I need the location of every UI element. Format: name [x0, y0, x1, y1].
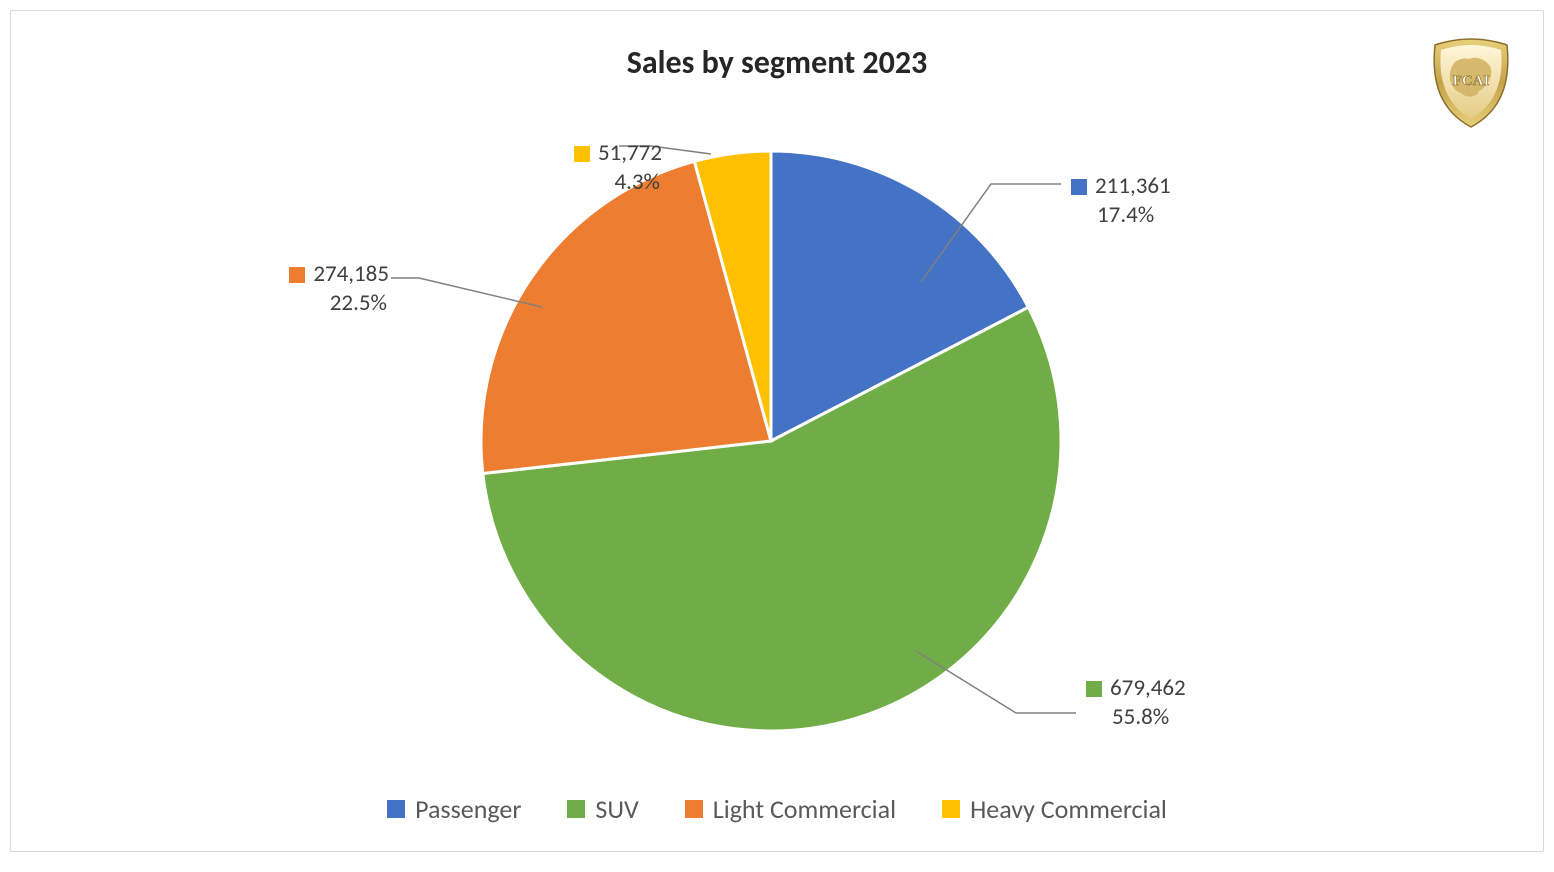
chart-title: Sales by segment 2023 — [11, 43, 1543, 82]
legend-item-passenger: Passenger — [387, 793, 521, 825]
legend-swatch-suv — [567, 800, 585, 818]
callout-value-passenger: 211,361 — [1095, 172, 1171, 200]
callout-value-light-commercial: 274,185 — [313, 260, 389, 288]
callout-pct-light-commercial: 22.5% — [289, 289, 389, 318]
legend-label-passenger: Passenger — [415, 793, 521, 825]
callout-pct-heavy-commercial: 4.3% — [574, 168, 662, 197]
legend: Passenger SUV Light Commercial Heavy Com… — [11, 793, 1543, 825]
legend-swatch-light-commercial — [685, 800, 703, 818]
callout-suv: 679,462 55.8% — [1086, 674, 1186, 732]
pie-svg — [11, 111, 1545, 743]
legend-label-suv: SUV — [595, 793, 638, 825]
callout-heavy-commercial: 51,772 4.3% — [574, 139, 662, 197]
legend-item-suv: SUV — [567, 793, 638, 825]
callout-swatch-heavy-commercial — [574, 146, 590, 162]
callout-swatch-light-commercial — [289, 267, 305, 283]
callout-pct-passenger: 17.4% — [1097, 201, 1171, 230]
legend-item-light-commercial: Light Commercial — [685, 793, 896, 825]
svg-text:FCAI: FCAI — [1453, 73, 1490, 89]
callout-passenger: 211,361 17.4% — [1071, 172, 1171, 230]
legend-swatch-heavy-commercial — [942, 800, 960, 818]
callout-value-suv: 679,462 — [1110, 674, 1186, 702]
pie-area: 211,361 17.4% 679,462 55.8% 274,185 22.5… — [11, 111, 1543, 741]
legend-swatch-passenger — [387, 800, 405, 818]
callout-pct-suv: 55.8% — [1112, 703, 1186, 732]
callout-value-heavy-commercial: 51,772 — [598, 139, 662, 167]
callout-swatch-passenger — [1071, 179, 1087, 195]
legend-label-heavy-commercial: Heavy Commercial — [970, 793, 1167, 825]
callout-swatch-suv — [1086, 681, 1102, 697]
chart-frame: Sales by segment 2023 FCAI — [10, 10, 1544, 852]
callout-light-commercial: 274,185 22.5% — [289, 260, 389, 318]
legend-label-light-commercial: Light Commercial — [713, 793, 896, 825]
legend-item-heavy-commercial: Heavy Commercial — [942, 793, 1167, 825]
